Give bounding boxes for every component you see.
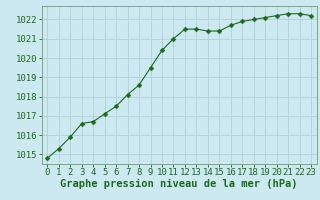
X-axis label: Graphe pression niveau de la mer (hPa): Graphe pression niveau de la mer (hPa)	[60, 179, 298, 189]
